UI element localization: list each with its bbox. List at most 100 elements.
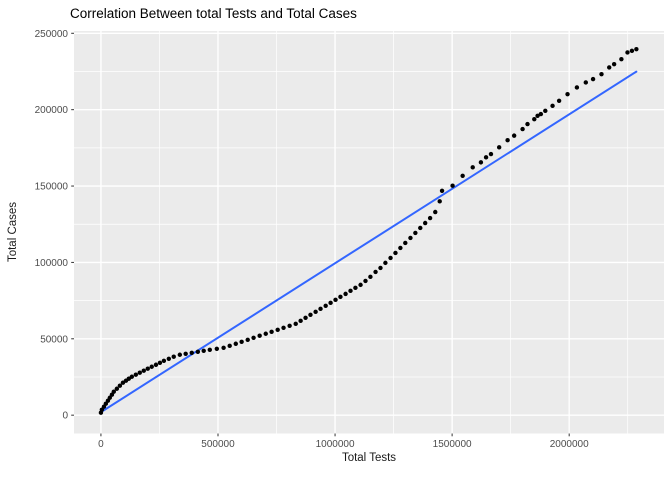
data-point [418,225,423,231]
data-point [373,269,378,275]
data-point [189,350,194,355]
y-tick-label: 0 [62,411,68,422]
data-point [625,50,630,55]
data-point [328,300,333,306]
x-tick-label: 0 [98,439,104,450]
data-point [245,337,250,342]
data-point [538,111,544,117]
data-point [263,331,268,336]
data-point [619,56,624,62]
data-point [313,309,318,315]
data-point [343,291,348,297]
data-point [281,325,286,330]
data-point [141,368,146,373]
data-point [583,80,589,85]
data-point [496,145,502,150]
data-point [408,235,413,241]
data-point [133,372,139,377]
data-point [358,282,363,288]
data-point [207,347,212,352]
data-point [403,240,408,246]
data-point [543,108,548,114]
y-axis-title: Total Cases [7,201,19,263]
data-point [634,46,639,52]
y-tick-label: 150000 [35,182,69,193]
y-tick-label: 250000 [35,29,69,40]
data-point [363,278,368,284]
data-point [129,374,135,379]
x-tick-label: 1000000 [316,439,355,450]
y-tick-label: 50000 [40,334,68,345]
data-point [269,329,274,334]
chart-title: Correlation Between total Tests and Tota… [70,6,357,21]
data-point [413,230,418,236]
data-point [439,188,445,193]
x-tick-label: 2000000 [550,439,589,450]
data-point [532,116,537,122]
data-point [460,173,465,179]
data-point [590,76,596,82]
data-point [117,383,123,388]
data-point [149,364,154,369]
data-point [318,306,323,312]
data-point [607,65,612,70]
data-point [166,356,172,362]
data-point [422,220,428,226]
data-point [227,343,232,349]
data-point [505,138,510,143]
data-point [556,98,562,104]
data-point [525,121,530,127]
data-point [433,209,438,215]
data-point [565,91,570,97]
data-point [478,160,484,165]
data-point [251,335,256,341]
data-point [145,366,150,371]
data-point [574,85,580,90]
data-point [114,386,120,391]
data-point [398,245,403,251]
data-point [177,352,183,357]
data-point [214,346,220,351]
x-tick-label: 1500000 [433,439,472,450]
data-point [483,155,489,160]
data-point [611,61,617,67]
data-point [257,333,262,338]
data-point [153,362,159,367]
data-point [201,348,206,353]
data-point [293,321,298,327]
data-point [161,358,167,363]
data-point [535,113,540,118]
data-point [183,351,188,356]
data-point [629,48,635,54]
data-point [171,354,176,359]
data-point [137,370,142,375]
data-point [368,274,373,280]
data-point [437,199,442,204]
data-point [275,327,280,332]
data-point [333,297,338,303]
regression-line [99,70,638,414]
data-point [488,151,494,157]
x-axis-title: Total Tests [341,452,397,464]
data-point [383,260,388,266]
y-tick-label: 200000 [35,105,69,116]
data-point [470,165,475,170]
data-point [511,133,517,138]
data-point [599,71,604,77]
data-point [303,315,308,320]
y-tick-label: 100000 [35,258,69,269]
data-point [353,285,358,291]
data-point [298,318,303,324]
data-point [111,389,117,394]
data-point [233,341,238,346]
data-point [323,303,328,308]
data-point [378,265,383,271]
data-point [157,360,163,365]
data-point [195,349,201,354]
data-point [393,250,398,256]
x-tick-label: 500000 [201,439,235,450]
data-point [388,255,393,261]
data-point [338,294,343,300]
data-point [287,323,292,329]
